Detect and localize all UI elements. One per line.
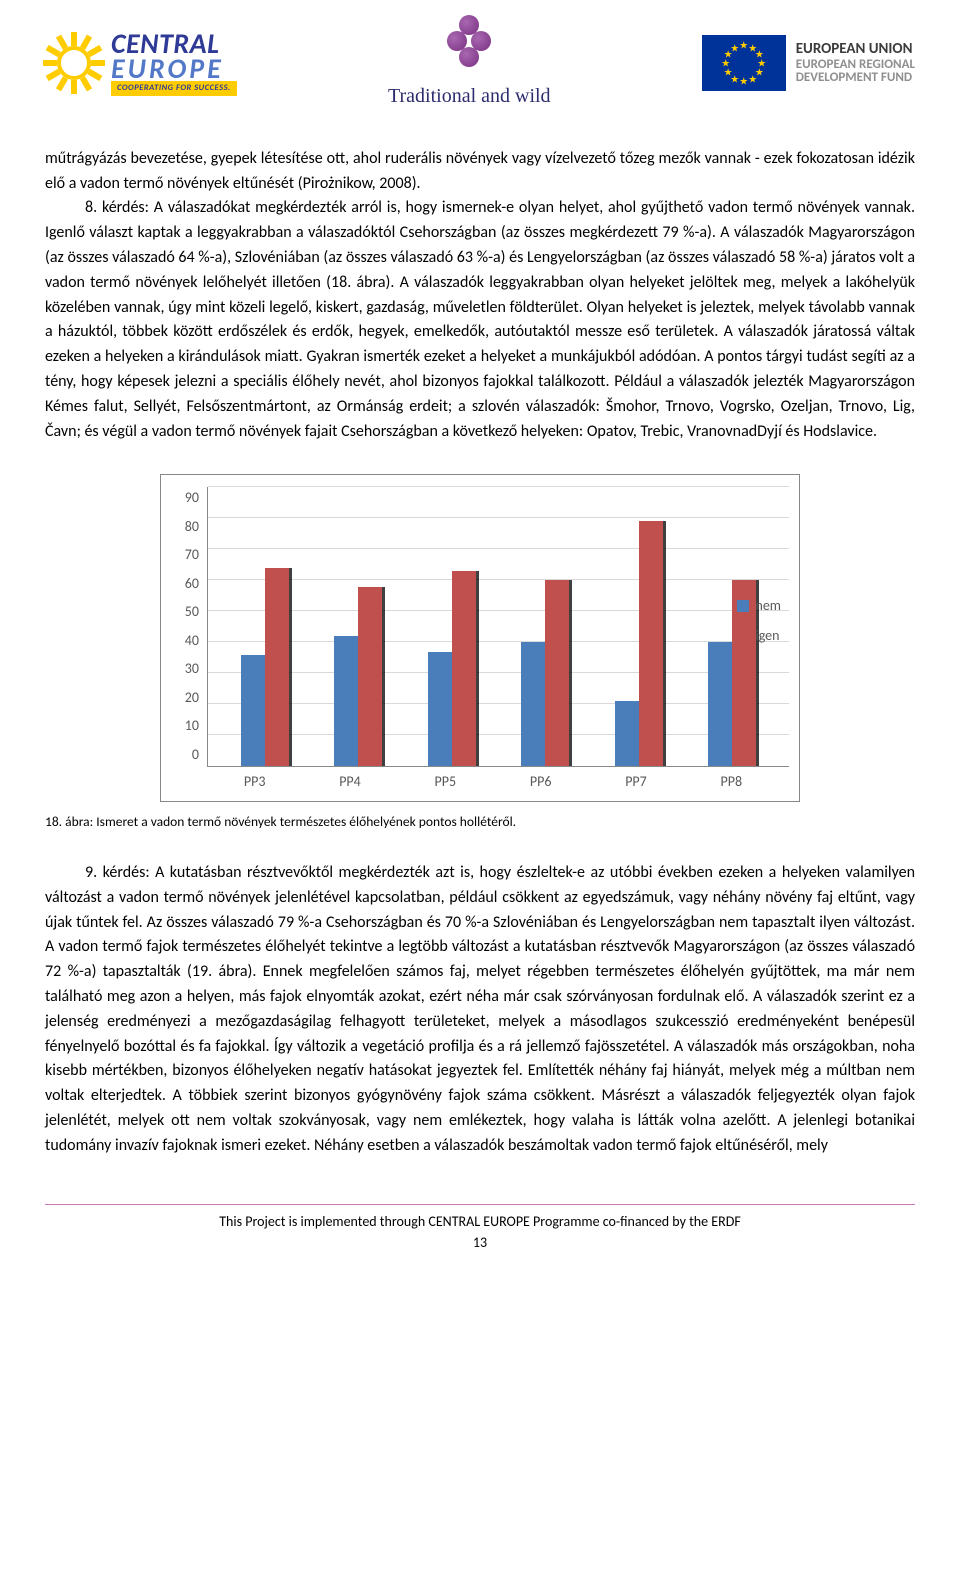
y-tick-label: 60 bbox=[171, 573, 199, 595]
grapes-icon bbox=[439, 15, 499, 70]
central-europe-logo: CENTRAL EUROPE COOPERATING FOR SUCCESS. bbox=[45, 31, 237, 97]
bar bbox=[708, 642, 732, 766]
sun-icon bbox=[45, 34, 103, 92]
body-paragraph-2: 9. kérdés: A kutatásban résztvevőktől me… bbox=[45, 861, 915, 1159]
y-tick-label: 50 bbox=[171, 601, 199, 623]
bar bbox=[358, 587, 382, 767]
traditional-wild-logo: Traditional and wild bbox=[388, 15, 551, 112]
chart-y-axis: 0 10 20 30 40 50 60 70 80 90 bbox=[171, 487, 199, 767]
legend-swatch bbox=[737, 600, 749, 612]
y-tick-label: 90 bbox=[171, 487, 199, 509]
chart-legend: nem igen bbox=[737, 595, 781, 654]
bar bbox=[428, 652, 452, 767]
bar bbox=[452, 571, 476, 766]
bar-group bbox=[615, 487, 663, 766]
legend-label: nem bbox=[755, 595, 781, 617]
para1-text: műtrágyázás bevezetése, gyepek létesítés… bbox=[45, 149, 915, 193]
bar bbox=[639, 521, 663, 766]
eu-text-line3: DEVELOPMENT FUND bbox=[796, 71, 915, 85]
page-footer: This Project is implemented through CENT… bbox=[45, 1204, 915, 1254]
page-header: CENTRAL EUROPE COOPERATING FOR SUCCESS. … bbox=[45, 0, 915, 137]
y-tick-label: 0 bbox=[171, 744, 199, 766]
eu-flag-icon: ★★★★★★★★★★★★ bbox=[702, 35, 786, 91]
body-paragraph-1: műtrágyázás bevezetése, gyepek létesítés… bbox=[45, 147, 915, 445]
eu-logo: ★★★★★★★★★★★★ EUROPEAN UNION EUROPEAN REG… bbox=[702, 35, 915, 91]
bar bbox=[265, 568, 289, 766]
eu-text-line1: EUROPEAN UNION bbox=[796, 42, 915, 58]
legend-item: nem bbox=[737, 595, 781, 617]
x-tick-label: PP3 bbox=[229, 771, 281, 793]
bar-group bbox=[334, 487, 382, 766]
footer-text: This Project is implemented through CENT… bbox=[219, 1213, 741, 1230]
bar-group bbox=[241, 487, 289, 766]
legend-label: igen bbox=[755, 625, 779, 647]
bar bbox=[615, 701, 639, 766]
bar bbox=[545, 580, 569, 766]
bar-group bbox=[521, 487, 569, 766]
ce-logo-tagline: COOPERATING FOR SUCCESS. bbox=[111, 81, 237, 96]
bar bbox=[334, 636, 358, 766]
bar bbox=[521, 642, 545, 766]
bar-group bbox=[428, 487, 476, 766]
chart-caption: 18. ábra: Ismeret a vadon termő növények… bbox=[45, 812, 915, 833]
x-tick-label: PP4 bbox=[324, 771, 376, 793]
x-tick-label: PP5 bbox=[419, 771, 471, 793]
y-tick-label: 30 bbox=[171, 658, 199, 680]
legend-item: igen bbox=[737, 625, 781, 647]
y-tick-label: 70 bbox=[171, 544, 199, 566]
page-number: 13 bbox=[45, 1232, 915, 1254]
y-tick-label: 10 bbox=[171, 715, 199, 737]
y-tick-label: 20 bbox=[171, 687, 199, 709]
para2-text: 8. kérdés: A válaszadókat megkérdezték a… bbox=[45, 198, 915, 440]
eu-text-line2: EUROPEAN REGIONAL bbox=[796, 58, 915, 72]
tw-logo-text: Traditional and wild bbox=[388, 81, 551, 112]
x-tick-label: PP8 bbox=[705, 771, 757, 793]
legend-swatch bbox=[737, 630, 749, 642]
ce-logo-line2: EUROPE bbox=[111, 56, 237, 81]
x-tick-label: PP7 bbox=[610, 771, 662, 793]
y-tick-label: 40 bbox=[171, 630, 199, 652]
x-tick-label: PP6 bbox=[515, 771, 567, 793]
chart-plot-area bbox=[207, 487, 789, 767]
y-tick-label: 80 bbox=[171, 516, 199, 538]
chart-x-axis: PP3 PP4 PP5 PP6 PP7 PP8 bbox=[171, 767, 789, 793]
bar bbox=[241, 655, 265, 767]
bar-chart: 0 10 20 30 40 50 60 70 80 90 PP3 PP4 PP5 PP6 PP7 PP8 n… bbox=[160, 474, 800, 802]
